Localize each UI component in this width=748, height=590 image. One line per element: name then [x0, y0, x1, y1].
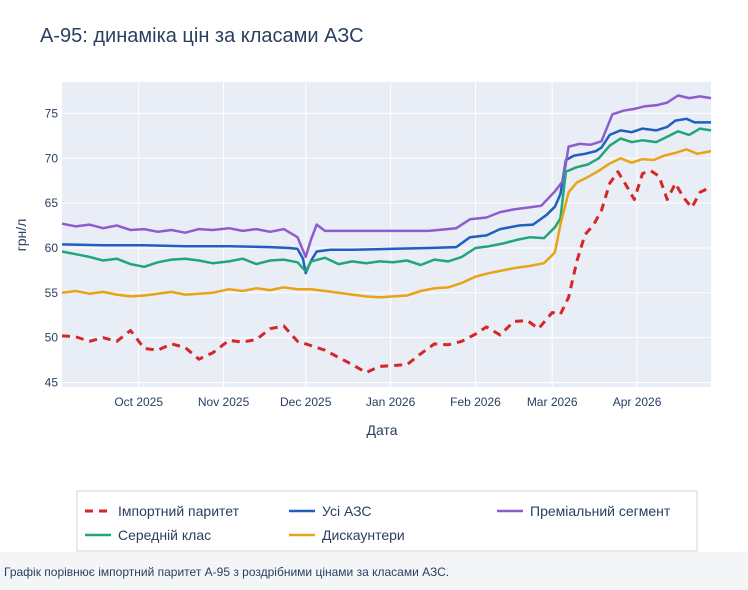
y-tick-label: 45: [45, 376, 59, 390]
legend-label: Дискаунтери: [322, 527, 405, 543]
y-tick-label: 60: [45, 241, 59, 255]
x-tick-label: Apr 2026: [613, 395, 662, 409]
legend-label: Преміальний сегмент: [530, 503, 671, 519]
line-chart: А-95: динаміка цін за класами АЗС 45 50 55…: [13, 25, 712, 552]
legend-label: Імпортний паритет: [118, 503, 240, 519]
y-tick-label: 65: [45, 196, 59, 210]
x-tick-label: Oct 2025: [114, 395, 163, 409]
series-line: [61, 169, 712, 375]
y-tick-label: 55: [45, 286, 59, 300]
legend-label: Усі АЗС: [322, 503, 372, 519]
plot-area: [62, 82, 711, 387]
series-line: [61, 127, 712, 273]
chart-caption: Графік порівнює імпортний паритет А-95 з…: [0, 552, 748, 590]
axes: 45 50 55 60 65 70 75 Oct 2025 Nov 2025 Dec 2025 Ja…: [45, 106, 662, 409]
series-line: [61, 117, 711, 275]
y-tick-label: 70: [45, 151, 59, 165]
legend: Імпортний паритет Усі АЗС Преміальний сегм…: [85, 503, 671, 543]
y-tick-label: 75: [45, 106, 59, 120]
series-line: [61, 94, 712, 259]
chart-title: А-95: динаміка цін за класами АЗС: [40, 25, 364, 47]
x-tick-label: Feb 2026: [450, 395, 501, 409]
y-axis-title: грн/л: [13, 219, 29, 252]
x-tick-label: Dec 2025: [280, 395, 332, 409]
x-tick-label: Nov 2025: [198, 395, 250, 409]
y-tick-label: 50: [45, 331, 59, 345]
series-lines: [61, 94, 712, 375]
chart-container: А-95: динаміка цін за класами АЗС 45 50 55…: [13, 25, 712, 552]
x-tick-label: Mar 2026: [527, 395, 578, 409]
x-tick-label: Jan 2026: [366, 395, 416, 409]
legend-box: [76, 490, 698, 552]
legend-label: Середній клас: [118, 527, 211, 543]
x-axis-title: Дата: [366, 422, 397, 438]
series-line: [61, 148, 712, 299]
